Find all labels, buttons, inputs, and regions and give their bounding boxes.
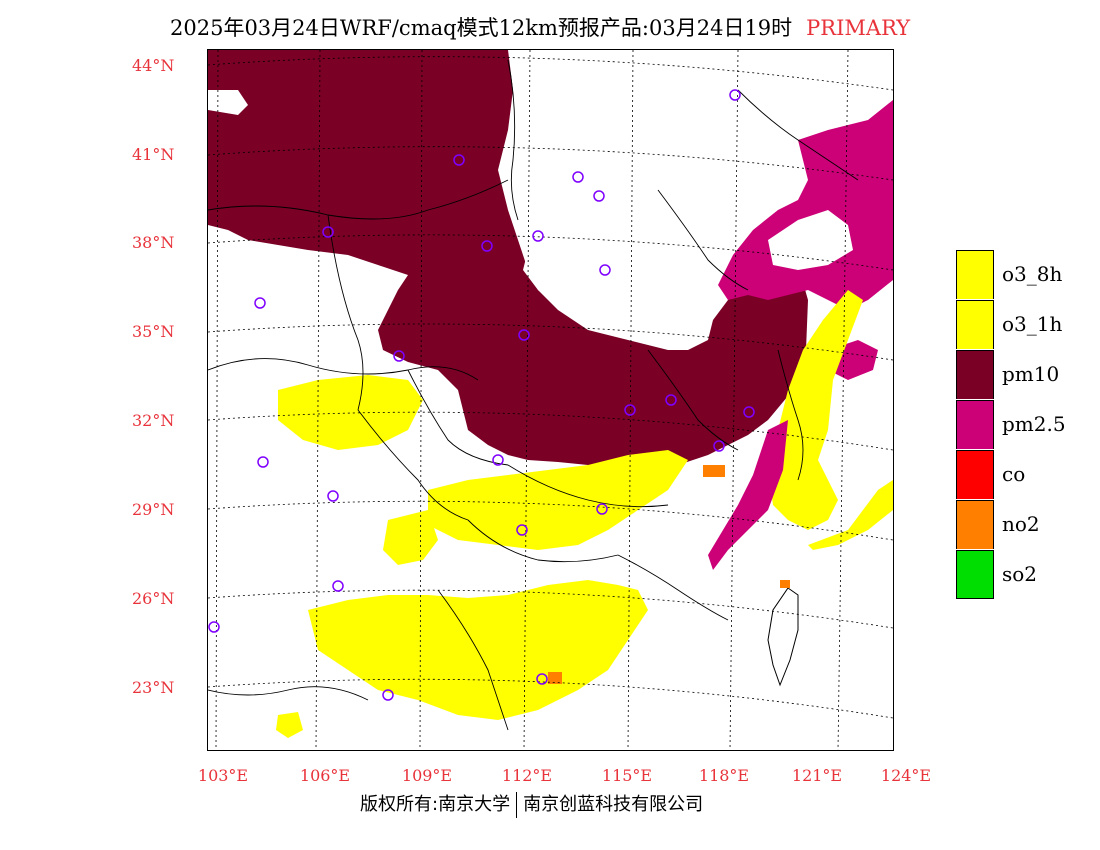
lon-label-106e: 106°E bbox=[299, 766, 351, 785]
footer-separator bbox=[516, 792, 518, 818]
station-marker bbox=[532, 230, 544, 242]
legend-swatch bbox=[956, 449, 994, 499]
legend-swatch bbox=[956, 249, 994, 299]
station-marker bbox=[332, 580, 344, 592]
map-title-text: 2025年03月24日WRF/cmaq模式12km预报产品:03月24日19时 bbox=[170, 16, 793, 40]
pm25-region-northeast bbox=[718, 100, 893, 310]
lon-label-115e: 115°E bbox=[601, 766, 653, 785]
lat-label-32n: 32°N bbox=[132, 411, 175, 430]
pm25-region-southeast-coast bbox=[708, 420, 788, 570]
no2-spot bbox=[548, 672, 562, 684]
legend-item-no2: no2 bbox=[956, 499, 1066, 549]
station-marker bbox=[382, 689, 394, 701]
legend-swatch bbox=[956, 349, 994, 399]
legend-label: pm2.5 bbox=[1002, 412, 1066, 436]
lon-label-112e: 112°E bbox=[501, 766, 553, 785]
lat-label-44n: 44°N bbox=[132, 56, 175, 75]
lat-label-26n: 26°N bbox=[132, 589, 175, 608]
station-marker bbox=[599, 264, 611, 276]
station-marker bbox=[572, 171, 584, 183]
copyright-footer: 版权所有:南京大学 南京创蓝科技有限公司 bbox=[360, 790, 703, 818]
station-marker bbox=[729, 89, 741, 101]
pm25-clear-northeast bbox=[768, 210, 853, 270]
lon-label-121e: 121°E bbox=[791, 766, 843, 785]
station-marker bbox=[254, 297, 266, 309]
station-marker bbox=[713, 440, 725, 452]
station-marker bbox=[518, 329, 530, 341]
station-marker bbox=[596, 503, 608, 515]
legend-label: co bbox=[1002, 462, 1026, 486]
station-markers bbox=[208, 89, 755, 701]
legend-label: o3_1h bbox=[1002, 312, 1063, 336]
legend-swatch bbox=[956, 499, 994, 549]
no2-spot bbox=[780, 580, 790, 588]
o3-region-southwest bbox=[383, 510, 438, 565]
station-marker bbox=[593, 190, 605, 202]
legend-item-pm25: pm2.5 bbox=[956, 399, 1066, 449]
lon-label-118e: 118°E bbox=[698, 766, 750, 785]
station-marker bbox=[743, 406, 755, 418]
o3-region-hainan bbox=[276, 712, 303, 738]
no2-spot bbox=[703, 465, 725, 477]
legend-item-pm10: pm10 bbox=[956, 349, 1066, 399]
primary-tag: PRIMARY bbox=[806, 16, 911, 40]
legend-swatch bbox=[956, 549, 994, 599]
o3-region-south bbox=[308, 580, 648, 720]
copyright-right: 南京创蓝科技有限公司 bbox=[523, 794, 704, 815]
lat-label-41n: 41°N bbox=[132, 145, 175, 164]
station-marker bbox=[208, 621, 220, 633]
station-marker bbox=[453, 154, 465, 166]
pm10-clear-area bbox=[523, 250, 668, 325]
pm10-region bbox=[208, 50, 808, 470]
legend-swatch bbox=[956, 399, 994, 449]
station-marker bbox=[492, 454, 504, 466]
station-marker bbox=[257, 456, 269, 468]
lon-label-103e: 103°E bbox=[197, 766, 249, 785]
copyright-left: 版权所有:南京大学 bbox=[360, 794, 511, 815]
legend-label: pm10 bbox=[1002, 362, 1060, 386]
legend-swatch bbox=[956, 299, 994, 349]
lat-label-35n: 35°N bbox=[132, 322, 175, 341]
lat-label-29n: 29°N bbox=[132, 500, 175, 519]
station-marker bbox=[536, 673, 548, 685]
station-marker bbox=[624, 404, 636, 416]
pm10-clear-area-2 bbox=[528, 140, 638, 235]
station-marker bbox=[516, 524, 528, 536]
taiwan-island bbox=[767, 587, 799, 687]
legend-item-o3-8h: o3_8h bbox=[956, 249, 1066, 299]
pollutant-legend: o3_8h o3_1h pm10 pm2.5 co no2 so2 bbox=[956, 249, 1066, 599]
lat-label-38n: 38°N bbox=[132, 233, 175, 252]
province-borders bbox=[208, 59, 859, 731]
map-panel bbox=[207, 49, 894, 751]
graticule bbox=[208, 50, 893, 750]
station-marker bbox=[327, 490, 339, 502]
o3-region-coast bbox=[768, 290, 863, 530]
legend-label: so2 bbox=[1002, 562, 1038, 586]
lat-label-23n: 23°N bbox=[132, 678, 175, 697]
legend-label: o3_8h bbox=[1002, 262, 1063, 286]
o3-region-sichuan bbox=[278, 375, 423, 450]
lon-label-124e: 124°E bbox=[880, 766, 932, 785]
station-marker bbox=[322, 226, 334, 238]
o3-region-central bbox=[428, 450, 688, 550]
lon-label-109e: 109°E bbox=[401, 766, 453, 785]
legend-item-so2: so2 bbox=[956, 549, 1066, 599]
forecast-map bbox=[208, 50, 893, 750]
legend-item-co: co bbox=[956, 449, 1066, 499]
station-marker bbox=[481, 240, 493, 252]
station-marker bbox=[393, 350, 405, 362]
legend-item-o3-1h: o3_1h bbox=[956, 299, 1066, 349]
legend-label: no2 bbox=[1002, 512, 1040, 536]
station-marker bbox=[665, 394, 677, 406]
map-title: 2025年03月24日WRF/cmaq模式12km预报产品:03月24日19时 P… bbox=[170, 12, 910, 42]
o3-region-sea bbox=[808, 480, 893, 550]
